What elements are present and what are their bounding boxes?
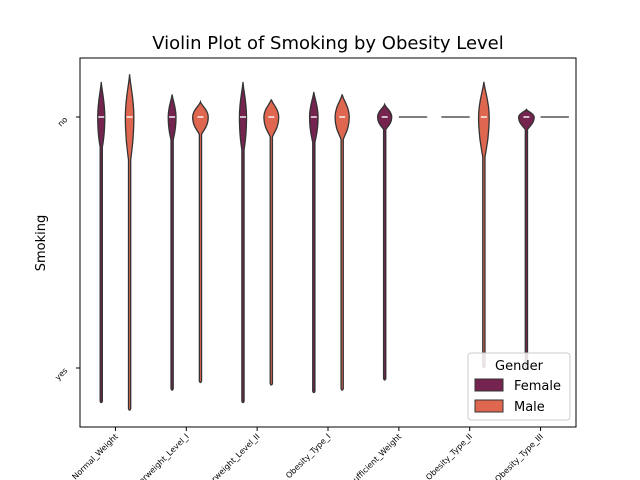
violin-obesity-type-iii-female bbox=[517, 108, 535, 369]
legend-label-female: Female bbox=[514, 379, 561, 394]
violin-overweight-level-i-male bbox=[192, 99, 209, 384]
violin-obesity-type-i-female bbox=[308, 91, 319, 394]
y-tick-label-no: no bbox=[56, 115, 69, 128]
violin-overweight-level-i-female bbox=[167, 94, 177, 391]
y-tick-label-yes: yes bbox=[53, 366, 69, 382]
x-tick-label-obesity-type-ii: Obesity_Type_II bbox=[424, 432, 474, 480]
y-axis-label: Smoking bbox=[34, 215, 49, 272]
violin-overweight-level-ii-male bbox=[263, 99, 280, 386]
violin-overweight-level-ii-female bbox=[238, 81, 248, 404]
x-tick-label-overweight-level-ii: Overweight_Level_II bbox=[199, 432, 262, 480]
legend-title: Gender bbox=[495, 359, 544, 374]
y-axis: no yes bbox=[53, 115, 80, 382]
violin-normal-weight-male bbox=[124, 74, 135, 411]
chart-title: Violin Plot of Smoking by Obesity Level bbox=[152, 33, 504, 54]
violin-normal-weight-female bbox=[97, 81, 106, 404]
legend: Gender Female Male bbox=[467, 352, 571, 421]
violin-obesity-type-ii-male bbox=[477, 81, 490, 369]
x-tick-label-obesity-type-i: Obesity_Type_I bbox=[284, 432, 332, 480]
violin-obesity-type-i-male bbox=[334, 94, 350, 391]
legend-swatch-male bbox=[474, 399, 504, 413]
x-tick-label-overweight-level-i: Overweight_Level_I bbox=[129, 432, 190, 480]
legend-swatch-female bbox=[474, 378, 504, 392]
violin-insufficient-weight-female bbox=[376, 102, 393, 381]
x-tick-label-insufficient-weight: Insufficient_Weight bbox=[343, 432, 403, 480]
x-tick-label-normal-weight: Normal_Weight bbox=[70, 432, 119, 480]
x-tick-label-obesity-type-iii: Obesity_Type_III bbox=[493, 432, 545, 480]
legend-label-male: Male bbox=[514, 400, 545, 415]
x-axis: Normal_Weight Overweight_Level_I Overweigh… bbox=[70, 427, 545, 480]
